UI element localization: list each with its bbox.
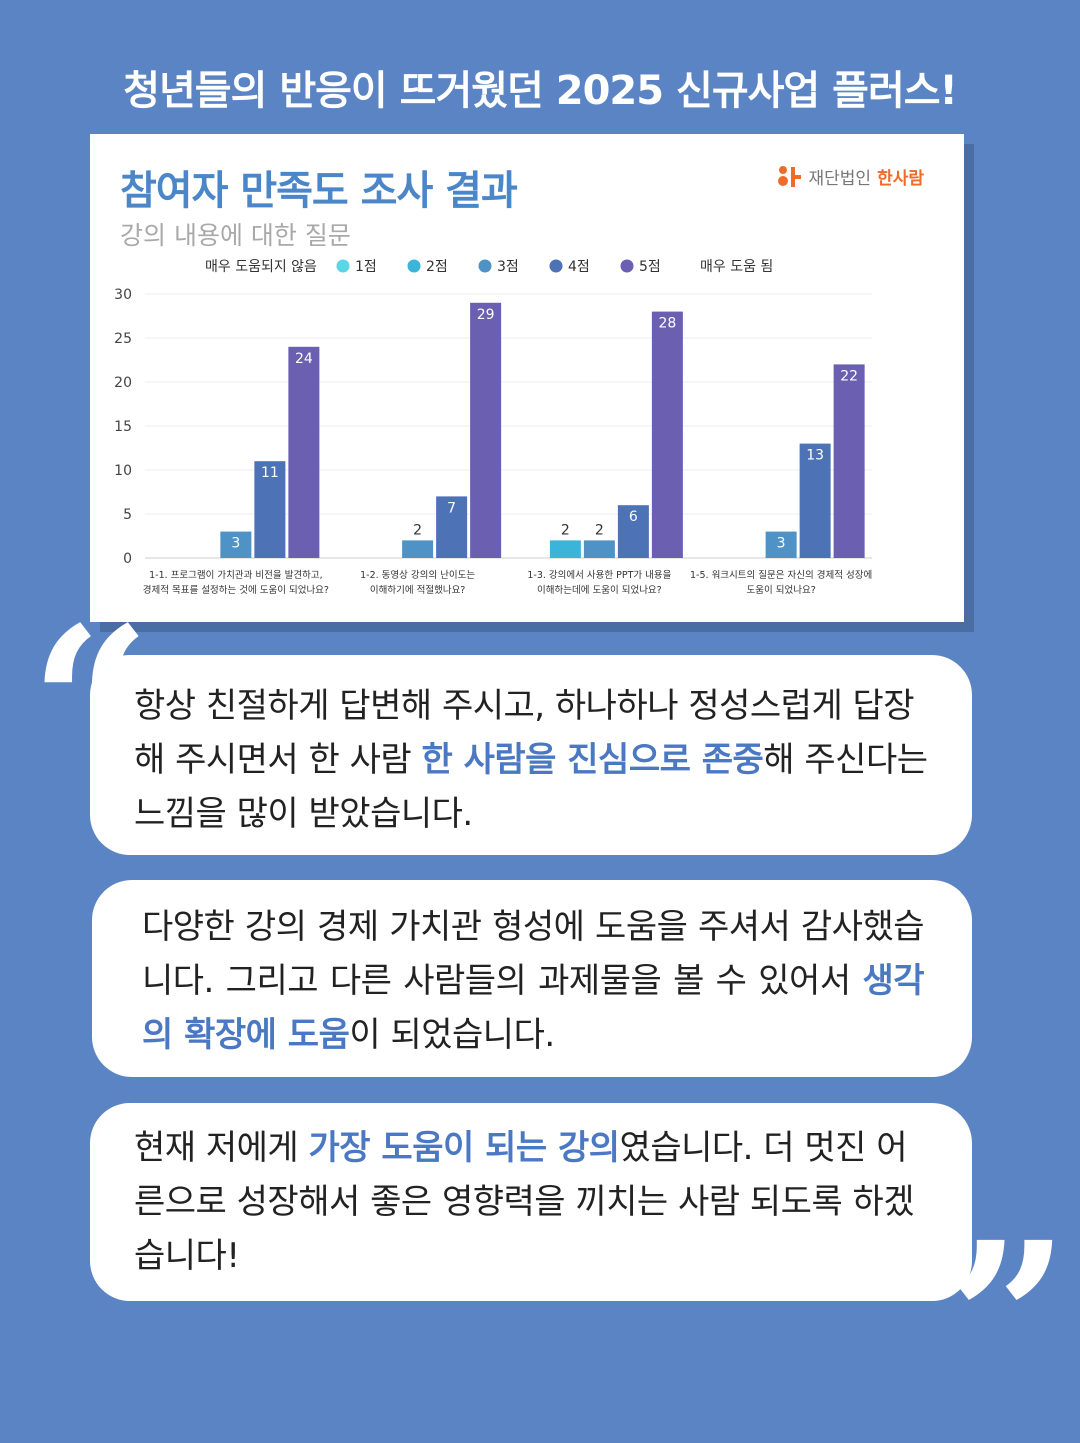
x-tick-label: 도움이 되었나요? [747, 584, 816, 596]
x-tick-label: 경제적 목표를 설정하는 것에 도움이 되었나요? [143, 584, 329, 596]
quote-highlight-2: 생각의 확장에 도움 [142, 961, 925, 1055]
bar [549, 540, 581, 558]
legend-label: 4점 [568, 259, 590, 275]
quote-card-2: 다양한 강의 경제 가치관 형성에 도움을 주셔서 감사했습니다. 그리고 다른… [92, 880, 972, 1077]
y-tick-label: 15 [114, 419, 132, 435]
quote-highlight-1: 한 사람을 진심으로 존중 [421, 740, 764, 780]
data-label: 2 [561, 522, 570, 538]
bar [220, 531, 252, 558]
y-tick-label: 5 [123, 507, 132, 523]
quote-text-2: 다양한 강의 경제 가치관 형성에 도움을 주셔서 감사했습니다. 그리고 다른… [142, 907, 925, 1055]
bar [833, 364, 865, 558]
data-label: 2 [413, 522, 422, 538]
data-label: 2 [595, 522, 604, 538]
quote-card-3: 현재 저에게 가장 도움이 되는 강의였습니다. 더 멋진 어른으로 성장해서 … [90, 1103, 972, 1301]
x-tick-label: 1-5. 워크시트의 질문은 자신의 경제적 성장에 [690, 569, 872, 581]
legend-swatch [478, 259, 492, 273]
logo-brand: 한사람 [877, 169, 924, 189]
bar [470, 302, 502, 558]
logo-prefix: 재단법인 [808, 169, 872, 189]
bar [288, 346, 320, 558]
data-label: 13 [806, 448, 824, 464]
bar [254, 461, 286, 558]
legend-left-label: 매우 도움되지 않음 [205, 259, 317, 275]
data-label: 28 [658, 316, 676, 332]
legend-swatch [549, 259, 563, 273]
data-label: 3 [777, 536, 786, 552]
bar [402, 540, 434, 558]
legend-label: 3점 [497, 259, 519, 275]
x-tick-label: 이해하는데에 도움이 되었나요? [537, 584, 662, 596]
close-quote-icon: ” [948, 1196, 1069, 1443]
headline: 청년들의 반응이 뜨거웠던 2025 신규사업 플러스! [123, 68, 958, 114]
x-tick-label: 1-3. 강의에서 사용한 PPT가 내용을 [527, 570, 671, 581]
quote-text-1: 항상 친절하게 답변해 주시고, 하나하나 정성스럽게 답장해 주시면서 한 사… [134, 686, 928, 834]
y-tick-label: 25 [114, 331, 132, 347]
legend-swatch [620, 259, 634, 273]
data-label: 7 [447, 500, 456, 516]
data-label: 11 [261, 465, 279, 481]
x-tick-label: 1-2. 동영상 강의의 난이도는 [360, 570, 475, 581]
legend-label: 5점 [639, 259, 661, 275]
data-label: 6 [629, 509, 638, 525]
bar [651, 311, 683, 558]
data-label: 3 [231, 536, 240, 552]
legend-label: 2점 [426, 259, 448, 275]
legend-right-label: 매우 도움 됨 [700, 259, 773, 275]
y-tick-label: 0 [123, 551, 132, 567]
chart-subtitle: 강의 내용에 대한 질문 [120, 221, 351, 250]
logo: 재단법인 한사람 [777, 164, 924, 189]
legend-swatch [407, 259, 421, 273]
quote-highlight-3: 가장 도움이 되는 강의 [308, 1128, 621, 1168]
bar [617, 505, 649, 558]
x-tick-label: 이해하기에 적절했나요? [370, 584, 465, 596]
chart-card: 참여자 만족도 조사 결과 강의 내용에 대한 질문 재단법인 한사람 0 5 10… [90, 134, 964, 622]
bar-chart: 0 5 10 15 20 25 30 매우 도움되지 않음 1점 2점 3점 4점 5점 매우 도움 됨 3… [114, 259, 872, 596]
bar [799, 443, 831, 558]
y-tick-label: 20 [114, 375, 132, 391]
data-label: 29 [477, 307, 495, 323]
y-tick-label: 30 [114, 287, 132, 303]
bar [765, 531, 797, 558]
data-label: 22 [840, 368, 858, 384]
logo-mark-icon [777, 165, 801, 187]
legend-label: 1점 [355, 259, 377, 275]
quote-text-3: 현재 저에게 가장 도움이 되는 강의였습니다. 더 멋진 어른으로 성장해서 … [134, 1128, 915, 1276]
bar [436, 496, 468, 558]
chart-title: 참여자 만족도 조사 결과 [120, 168, 518, 214]
x-tick-label: 1-1. 프로그램이 가치관과 비전을 발견하고, [149, 569, 322, 581]
quote-card-1: 항상 친절하게 답변해 주시고, 하나하나 정성스럽게 답장해 주시면서 한 사… [90, 655, 972, 855]
bar [583, 540, 615, 558]
legend-swatch [336, 259, 350, 273]
data-label: 24 [295, 351, 313, 367]
y-tick-label: 10 [114, 463, 132, 479]
